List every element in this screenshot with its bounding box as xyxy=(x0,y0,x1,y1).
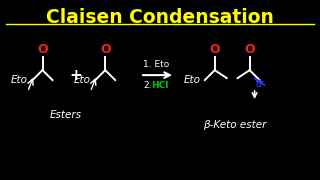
Text: O: O xyxy=(37,43,48,56)
Text: Esters: Esters xyxy=(49,110,81,120)
Text: Claisen Condensation: Claisen Condensation xyxy=(46,8,274,27)
Text: HCl: HCl xyxy=(151,80,168,89)
Text: Eto: Eto xyxy=(73,75,90,85)
Text: 1. Eto: 1. Eto xyxy=(143,60,169,69)
Text: Eto: Eto xyxy=(184,75,201,85)
Text: +: + xyxy=(69,68,82,83)
Text: Eto: Eto xyxy=(11,75,28,85)
Text: ⁻: ⁻ xyxy=(165,57,170,66)
Text: O: O xyxy=(210,43,220,56)
Text: α: α xyxy=(255,78,262,89)
Text: β-Keto ester: β-Keto ester xyxy=(203,120,266,130)
Text: O: O xyxy=(100,43,110,56)
Text: 2.: 2. xyxy=(143,80,152,89)
Text: O: O xyxy=(244,43,255,56)
